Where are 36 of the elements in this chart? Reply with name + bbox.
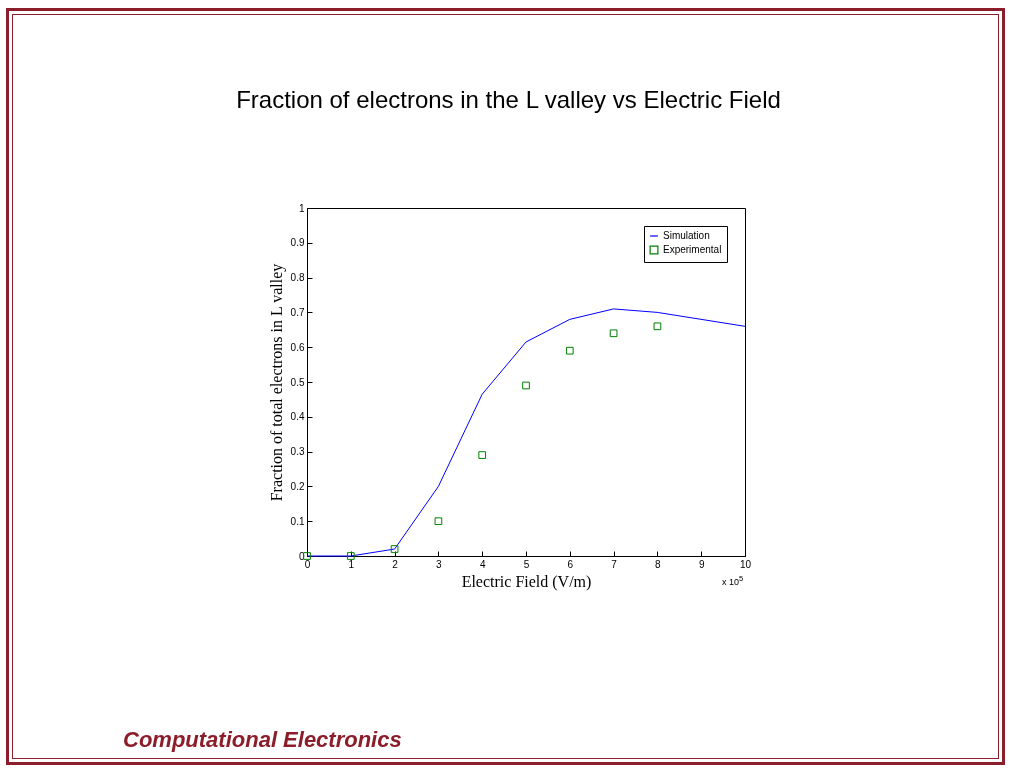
x-tick-label: 7 (611, 558, 618, 570)
legend-label: Experimental (663, 244, 722, 255)
y-tick-label: 0.8 (290, 272, 305, 284)
y-tick-label: 0.3 (290, 446, 305, 458)
x-axis-title: Electric Field (V/m) (461, 572, 592, 591)
y-tick-label: 0.9 (290, 237, 305, 249)
y-tick-label: 0.6 (290, 341, 305, 353)
y-tick-label: 1 (298, 202, 305, 214)
point (346, 552, 355, 560)
point (565, 346, 574, 355)
point (390, 545, 399, 553)
text: x 10$^{5}$ (722, 574, 744, 587)
point (609, 329, 618, 338)
point (434, 517, 443, 526)
x-tick-label: 3 (436, 558, 443, 570)
y-tick-label: 0 (298, 550, 305, 562)
x-tick-label: 4 (479, 558, 486, 570)
y-tick-label: 0.1 (290, 515, 305, 527)
y-tick-label: 0.5 (290, 376, 305, 388)
y-tick-label: 0.2 (290, 480, 305, 492)
x-tick-label: 5 (523, 558, 530, 570)
x-tick-label: 9 (698, 558, 705, 570)
text: Computational Electronics (123, 727, 402, 753)
x-tick-label: 8 (655, 558, 662, 570)
x-tick-label: 1 (348, 558, 355, 570)
y-tick-label: 0.7 (290, 306, 305, 318)
point (522, 381, 530, 390)
x-tick-label: 2 (392, 558, 399, 570)
point (478, 451, 487, 459)
legend-label: Simulation (663, 230, 710, 241)
x-tick-label: 10 (739, 558, 752, 570)
chart-title: Fraction of electrons in the L valley vs Electric Field (235, 86, 782, 114)
point (653, 322, 662, 331)
x-tick-label: 6 (567, 558, 574, 570)
y-axis-title: Fraction of total electrons in L valley (267, 263, 286, 502)
y-tick-label: 0.4 (290, 411, 305, 423)
